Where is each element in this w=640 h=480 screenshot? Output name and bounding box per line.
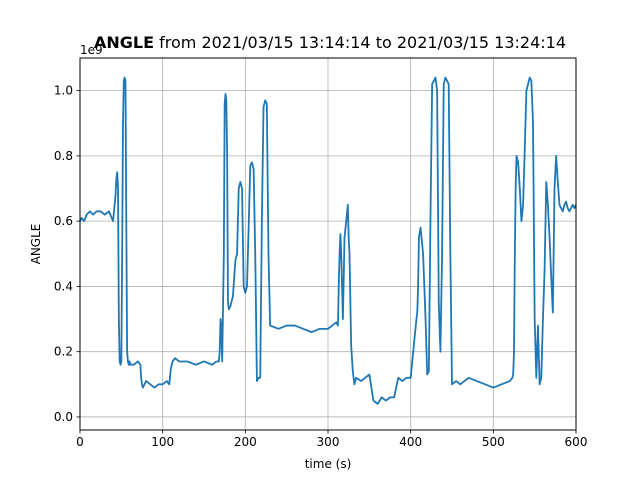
y-tick-label: 0.2	[54, 345, 73, 359]
x-tick-label: 100	[151, 435, 174, 449]
x-tick-label: 200	[234, 435, 257, 449]
grid-lines	[79, 58, 577, 430]
x-tick-label: 300	[317, 435, 340, 449]
tick-layer: 0 100 200 300 400 500 600 0.0 0.2 0.4 0.6 0.8 1.0	[54, 84, 588, 449]
y-tick-label: 1.0	[54, 84, 73, 98]
series-line	[79, 76, 577, 405]
y-tick-label: 0.0	[54, 410, 73, 424]
x-tick-label: 0	[76, 435, 84, 449]
x-axis-label: time (s)	[305, 457, 352, 471]
x-tick-label: 400	[399, 435, 422, 449]
y-tick-label: 0.4	[54, 279, 73, 293]
x-tick-label: 500	[482, 435, 505, 449]
chart-title-bold: ANGLE	[94, 33, 155, 52]
chart-title: ANGLE from 2021/03/15 13:14:14 to 2021/0…	[0, 33, 640, 52]
y-tick-label: 0.8	[54, 149, 73, 163]
series-layer	[79, 76, 577, 405]
x-tick-label: 600	[565, 435, 588, 449]
y-axis-label: ANGLE	[29, 224, 43, 265]
chart-title-rest: from 2021/03/15 13:14:14 to 2021/03/15 1…	[154, 33, 566, 52]
y-tick-label: 0.6	[54, 214, 73, 228]
y-offset-text: 1e9	[80, 43, 103, 57]
